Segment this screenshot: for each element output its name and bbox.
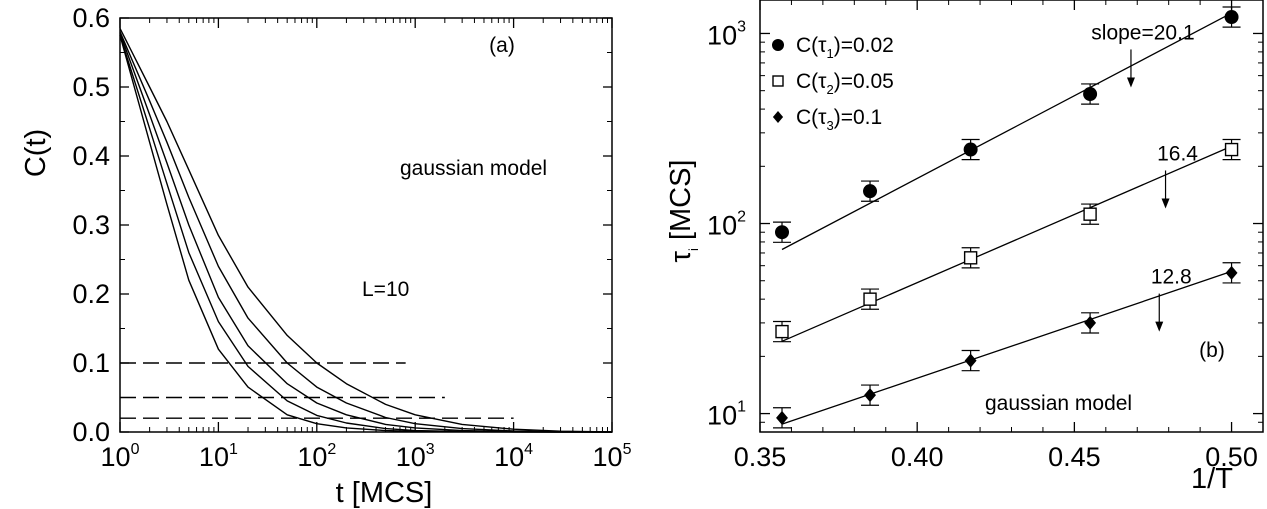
- x-tick-label: 0.50: [1205, 442, 1258, 472]
- y-tick-label: 0.6: [72, 3, 110, 33]
- legend-entry: C(τ1)=0.02: [796, 34, 894, 61]
- data-point-square: [963, 251, 978, 265]
- plot-frame: [759, 0, 1264, 433]
- slope-label: slope=20.1: [1091, 21, 1194, 44]
- correlation-curve: [119, 32, 613, 433]
- fit-line: [781, 12, 1232, 251]
- data-point-circle: [1083, 87, 1098, 102]
- data-point-circle: [1224, 10, 1239, 25]
- slope-label: 12.8: [1151, 266, 1192, 289]
- data-point-circle: [963, 142, 978, 157]
- data-point-square: [775, 324, 789, 339]
- correlation-curve: [119, 35, 612, 433]
- y-tick-label: 0.5: [72, 72, 110, 102]
- legend-entry: C(τ3)=0.1: [796, 106, 882, 133]
- x-tick-label: 101: [199, 441, 238, 472]
- legend-entry: C(τ2)=0.05: [796, 70, 894, 97]
- legend-marker: [772, 39, 784, 51]
- slope-arrow-head: [1126, 77, 1135, 88]
- x-tick-label: 0.35: [734, 442, 787, 472]
- data-point-diamond: [1225, 265, 1238, 280]
- y-tick-label: 102: [707, 209, 746, 241]
- x-tick-label: 100: [101, 441, 140, 472]
- x-tick-label: 105: [593, 441, 632, 472]
- legend-marker: [772, 75, 784, 87]
- panel-a: 0.0 0.1 0.2 0.3 0.4 0.5 0.6 100 101 102 103 104 105 t…: [20, 3, 632, 509]
- panel-b: 0.35 0.40 0.45 0.50 101 102 103 C(τ1)=0.02 C(τ2)…: [665, 0, 1264, 495]
- x-tick-label: 0.40: [891, 442, 944, 472]
- data-point-circle: [775, 225, 790, 240]
- x-tick-label: 102: [297, 441, 336, 472]
- y-axis-label: τi [MCS]: [665, 160, 701, 263]
- data-point-circle: [863, 184, 878, 199]
- y-tick-label: 0.2: [72, 279, 110, 309]
- model-annotation: gaussian model: [985, 392, 1132, 415]
- correlation-curve: [119, 31, 613, 433]
- y-tick-label: 0.3: [72, 210, 110, 240]
- y-tick-label: 0.0: [72, 417, 110, 447]
- model-annotation: gaussian model: [400, 157, 547, 180]
- slope-arrow-head: [1161, 198, 1170, 209]
- panel-label-a: (a): [489, 34, 515, 57]
- size-annotation: L=10: [362, 278, 409, 301]
- x-axis-label: 1/T: [1191, 463, 1233, 495]
- data-point-diamond: [776, 410, 788, 425]
- x-axis-label: t [MCS]: [336, 477, 433, 509]
- legend-marker: [772, 111, 784, 123]
- y-tick-label: 0.1: [72, 348, 110, 378]
- correlation-curve: [119, 28, 613, 433]
- x-tick-label: 0.45: [1048, 442, 1101, 472]
- y-tick-label: 103: [707, 18, 746, 50]
- data-point-diamond: [1084, 315, 1097, 330]
- y-tick-label: 0.4: [72, 141, 110, 171]
- slope-label: 16.4: [1157, 142, 1198, 165]
- slope-arrow-head: [1155, 321, 1164, 332]
- data-point-square: [1224, 142, 1239, 157]
- plot-frame: [119, 17, 613, 433]
- panel-label-b: (b): [1199, 339, 1225, 362]
- data-point-diamond: [964, 353, 977, 368]
- correlation-curve: [119, 35, 612, 433]
- fit-line: [781, 145, 1232, 342]
- data-point-square: [1083, 207, 1097, 221]
- data-point-diamond: [864, 388, 876, 403]
- x-tick-label: 103: [396, 441, 435, 472]
- data-point-square: [863, 292, 877, 306]
- x-tick-label: 104: [494, 441, 533, 472]
- y-tick-label: 101: [707, 399, 746, 431]
- fit-line: [781, 270, 1232, 425]
- y-axis-label: C(t): [20, 129, 52, 177]
